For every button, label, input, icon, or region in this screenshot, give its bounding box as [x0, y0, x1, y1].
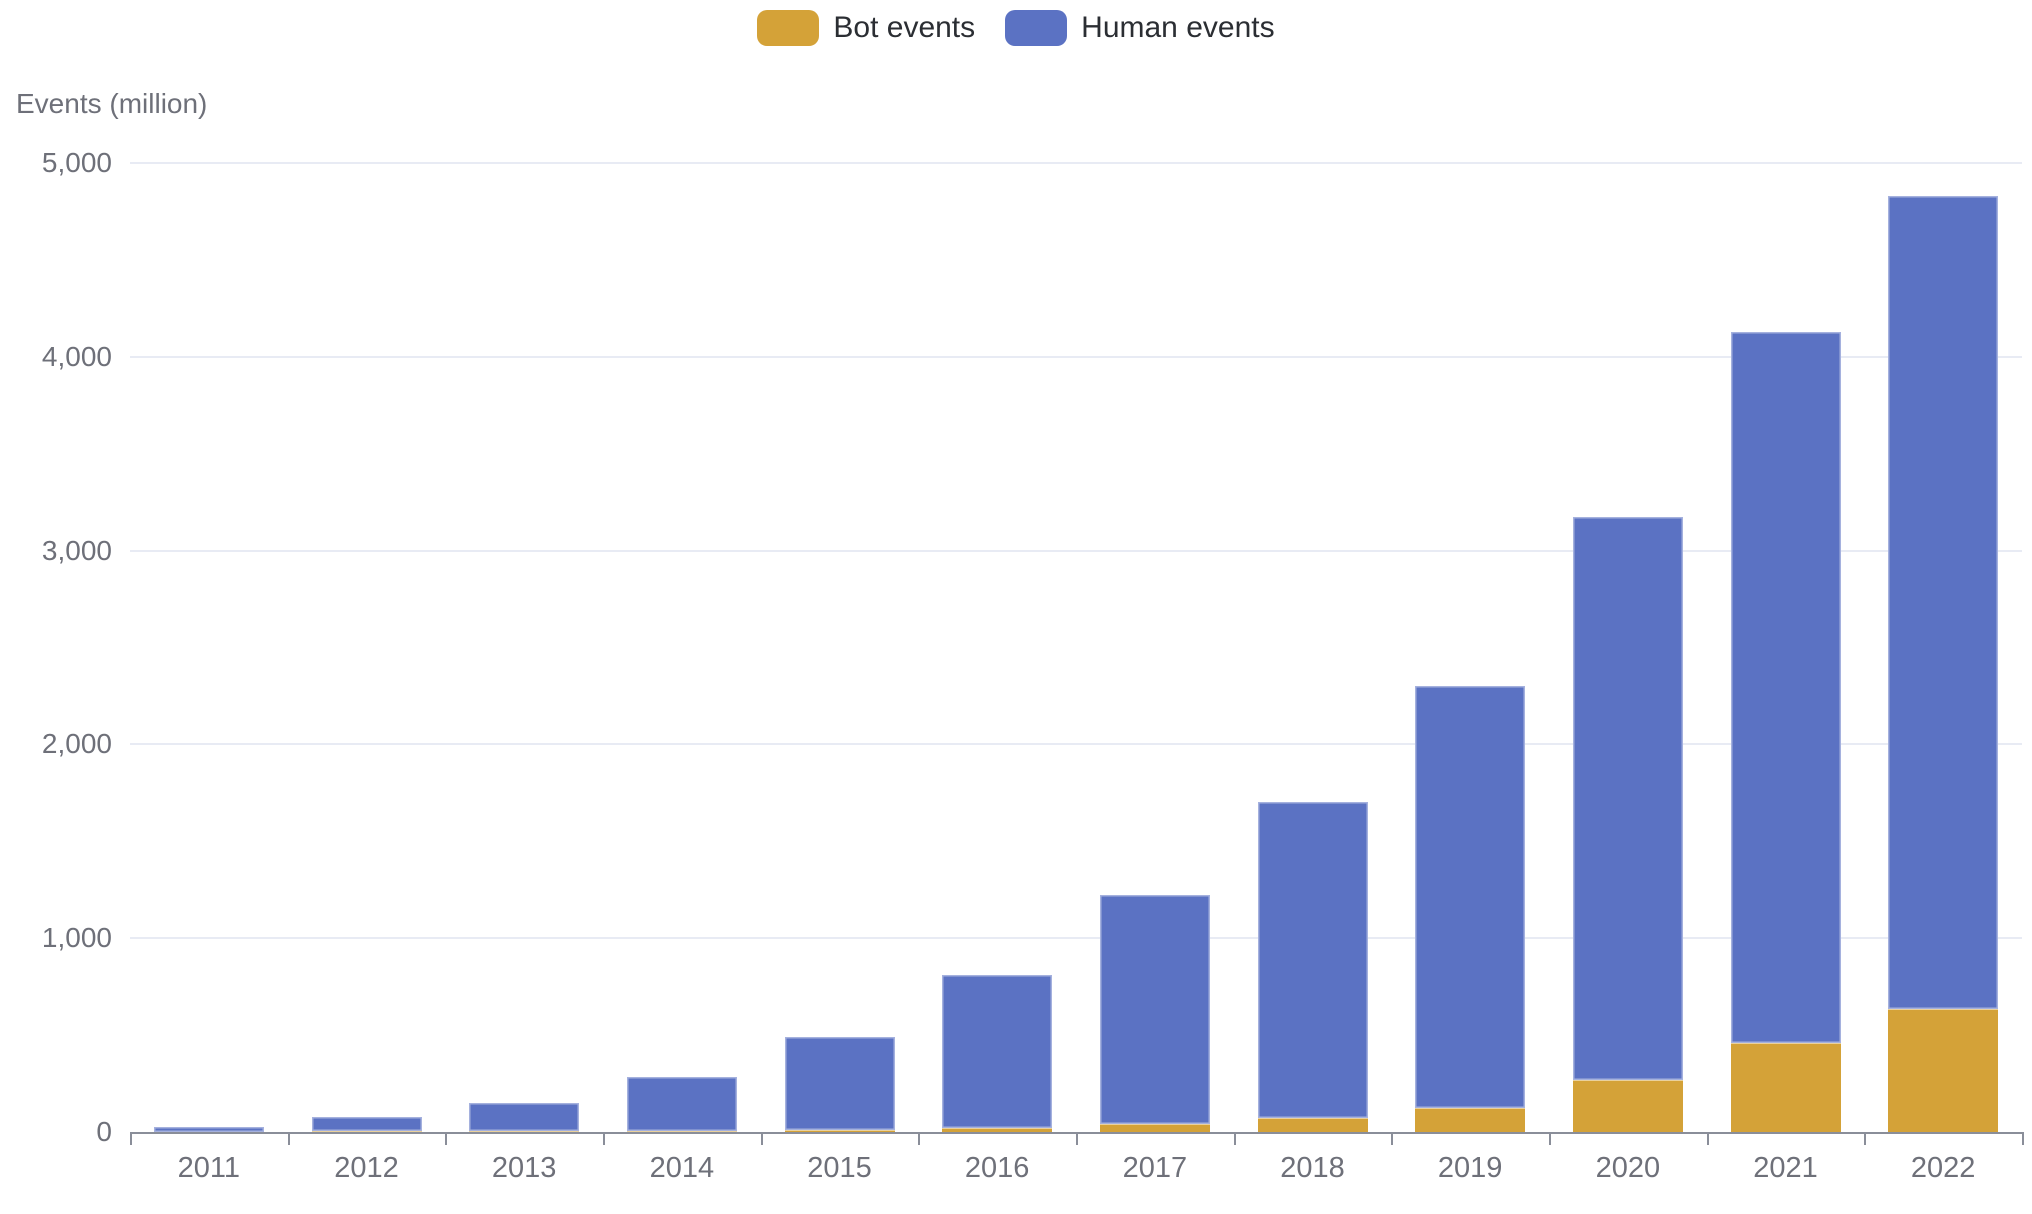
bar-segment-bot-2021[interactable] — [1730, 1043, 1841, 1132]
y-axis-tick-label: 3,000 — [41, 534, 112, 566]
x-axis-tick — [1864, 1132, 1867, 1145]
bar-2014[interactable] — [626, 163, 737, 1132]
x-axis-tick — [1549, 1132, 1551, 1145]
bar-2011[interactable] — [153, 163, 264, 1132]
bar-segment-bot-2015[interactable] — [784, 1130, 895, 1132]
x-axis-label-2011: 2011 — [177, 1152, 241, 1184]
bar-2016[interactable] — [942, 163, 1053, 1132]
bar-segment-bot-2018[interactable] — [1257, 1118, 1368, 1132]
x-axis-tick — [2022, 1132, 2024, 1145]
bar-segment-bot-2019[interactable] — [1415, 1108, 1526, 1132]
bar-2019[interactable] — [1415, 163, 1526, 1132]
bar-segment-human-2017[interactable] — [1099, 895, 1210, 1124]
x-axis-label-2019: 2019 — [1437, 1152, 1503, 1184]
bar-segment-human-2013[interactable] — [469, 1103, 580, 1131]
bar-2021[interactable] — [1730, 163, 1841, 1132]
legend-swatch-human-events — [1005, 10, 1068, 46]
x-axis-label-2022: 2022 — [1910, 1152, 1976, 1184]
bar-2022[interactable] — [1888, 163, 1999, 1132]
y-axis-title: Events (million) — [16, 88, 208, 119]
x-axis-tick — [918, 1132, 921, 1145]
x-axis-label-2017: 2017 — [1122, 1152, 1188, 1184]
legend: Bot events Human events — [0, 10, 2032, 46]
legend-item-bot-events[interactable]: Bot events — [757, 10, 975, 46]
x-axis-tick — [445, 1132, 448, 1145]
bar-segment-bot-2022[interactable] — [1888, 1009, 1999, 1132]
bar-segment-human-2020[interactable] — [1572, 517, 1683, 1080]
gridline-3,000 — [130, 549, 2022, 552]
y-axis-tick-label: 1,000 — [41, 922, 112, 954]
bar-2017[interactable] — [1099, 163, 1210, 1132]
bar-2015[interactable] — [784, 163, 895, 1132]
x-axis-tick — [287, 1132, 290, 1145]
gridline-1,000 — [130, 937, 2022, 940]
x-axis-tick — [1706, 1132, 1709, 1145]
x-axis-label-2021: 2021 — [1753, 1152, 1818, 1184]
y-axis-tick-label: 4,000 — [41, 340, 112, 372]
bar-segment-bot-2017[interactable] — [1099, 1124, 1210, 1132]
x-axis-label-2013: 2013 — [491, 1152, 557, 1184]
x-axis-label-2016: 2016 — [964, 1152, 1030, 1184]
gridline-5,000 — [130, 162, 2022, 164]
bar-segment-human-2015[interactable] — [784, 1037, 895, 1130]
bar-segment-human-2018[interactable] — [1257, 802, 1368, 1118]
legend-swatch-bot-events — [757, 10, 820, 46]
y-axis-tick-label: 0 — [96, 1116, 112, 1147]
bar-segment-human-2022[interactable] — [1888, 196, 1999, 1009]
bar-segment-bot-2020[interactable] — [1572, 1080, 1683, 1132]
bar-segment-human-2012[interactable] — [311, 1117, 422, 1131]
bar-segment-human-2019[interactable] — [1415, 686, 1526, 1108]
y-axis-tick-label: 2,000 — [41, 728, 112, 760]
legend-label-human-events: Human events — [1081, 11, 1275, 44]
gridline-4,000 — [130, 355, 2022, 358]
x-axis-label-2015: 2015 — [807, 1152, 872, 1184]
bar-segment-bot-2016[interactable] — [942, 1128, 1053, 1132]
x-axis-tick — [1391, 1132, 1394, 1145]
x-axis-tick — [1076, 1132, 1078, 1145]
bar-segment-bot-2012[interactable] — [311, 1131, 422, 1132]
bar-segment-bot-2013[interactable] — [469, 1131, 580, 1132]
bar-segment-human-2016[interactable] — [942, 975, 1053, 1128]
bar-2013[interactable] — [469, 163, 580, 1132]
bar-2012[interactable] — [311, 163, 422, 1132]
legend-item-human-events[interactable]: Human events — [1005, 10, 1275, 46]
y-axis-tick-label: 5,000 — [41, 147, 112, 178]
legend-label-bot-events: Bot events — [833, 11, 976, 44]
bar-2020[interactable] — [1572, 163, 1683, 1132]
bar-segment-human-2014[interactable] — [626, 1077, 737, 1131]
x-axis-label-2014: 2014 — [649, 1152, 715, 1184]
x-axis-tick — [1233, 1132, 1236, 1145]
bar-segment-human-2021[interactable] — [1730, 332, 1841, 1043]
x-axis-label-2020: 2020 — [1595, 1152, 1661, 1184]
x-axis-tick — [760, 1132, 763, 1145]
bar-segment-human-2011[interactable] — [153, 1127, 264, 1132]
gridline-2,000 — [130, 743, 2022, 746]
x-axis-tick — [130, 1132, 132, 1145]
bar-2018[interactable] — [1257, 163, 1368, 1132]
bar-segment-bot-2014[interactable] — [626, 1131, 737, 1132]
x-axis-tick — [603, 1132, 605, 1145]
x-axis-label-2012: 2012 — [334, 1152, 399, 1184]
x-axis-label-2018: 2018 — [1280, 1152, 1345, 1184]
